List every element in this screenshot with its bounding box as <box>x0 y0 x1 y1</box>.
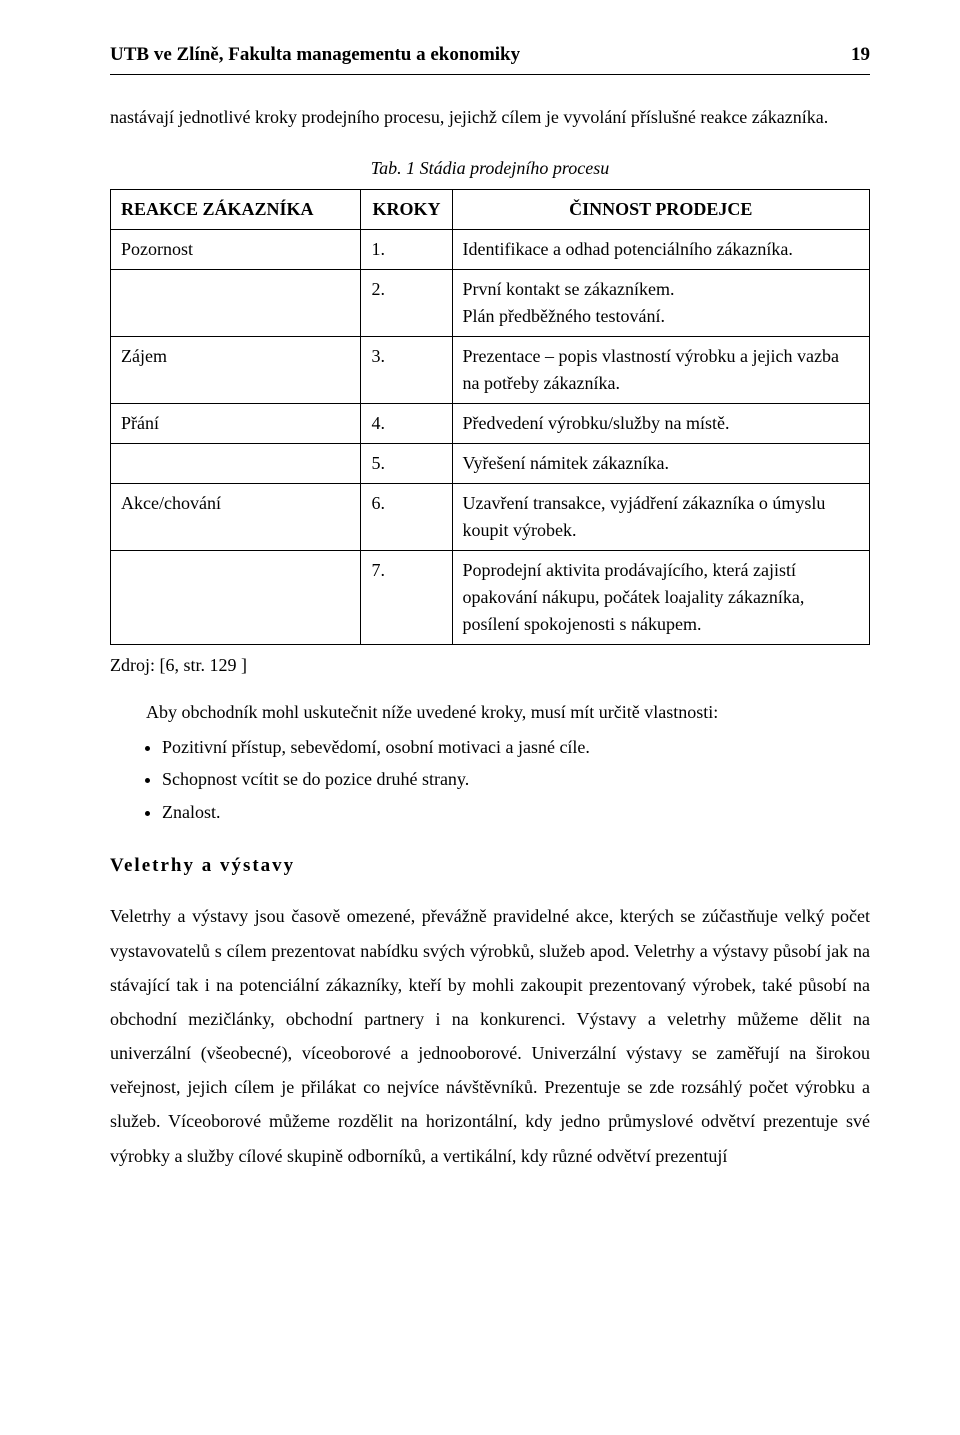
col-header-step: KROKY <box>361 189 452 229</box>
cell-step: 5. <box>361 443 452 483</box>
table-row: 2. První kontakt se zákazníkem.Plán před… <box>111 269 870 336</box>
table-row: Akce/chování 6. Uzavření transakce, vyjá… <box>111 483 870 550</box>
cell-reaction <box>111 269 361 336</box>
table-header-row: REAKCE ZÁKAZNÍKA KROKY ČINNOST PRODEJCE <box>111 189 870 229</box>
cell-activity: Prezentace – popis vlastností výrobku a … <box>452 336 869 403</box>
cell-step: 4. <box>361 403 452 443</box>
cell-activity: Uzavření transakce, vyjádření zákazníka … <box>452 483 869 550</box>
table-source: Zdroj: [6, str. 129 ] <box>110 651 870 680</box>
table-row: Přání 4. Předvedení výrobku/služby na mí… <box>111 403 870 443</box>
list-item: Znalost. <box>162 798 870 827</box>
cell-step: 2. <box>361 269 452 336</box>
cell-reaction <box>111 550 361 644</box>
cell-activity: Vyřešení námitek zákazníka. <box>452 443 869 483</box>
table-row: 5. Vyřešení námitek zákazníka. <box>111 443 870 483</box>
page: UTB ve Zlíně, Fakulta managementu a ekon… <box>0 0 960 1435</box>
table-row: Zájem 3. Prezentace – popis vlastností v… <box>111 336 870 403</box>
cell-step: 7. <box>361 550 452 644</box>
cell-activity: Identifikace a odhad potenciálního zákaz… <box>452 229 869 269</box>
body-paragraph: Veletrhy a výstavy jsou časově omezené, … <box>110 899 870 1173</box>
table-caption: Tab. 1 Stádia prodejního procesu <box>110 154 870 183</box>
intro-paragraph: nastávají jednotlivé kroky prodejního pr… <box>110 103 870 132</box>
col-header-activity: ČINNOST PRODEJCE <box>452 189 869 229</box>
table-row: Pozornost 1. Identifikace a odhad potenc… <box>111 229 870 269</box>
cell-step: 1. <box>361 229 452 269</box>
cell-reaction: Přání <box>111 403 361 443</box>
section-subhead: Veletrhy a výstavy <box>110 851 870 881</box>
list-item: Pozitivní přístup, sebevědomí, osobní mo… <box>162 733 870 762</box>
list-item: Schopnost vcítit se do pozice druhé stra… <box>162 765 870 794</box>
page-header: UTB ve Zlíně, Fakulta managementu a ekon… <box>110 40 870 75</box>
page-number: 19 <box>851 40 870 70</box>
col-header-reaction: REAKCE ZÁKAZNÍKA <box>111 189 361 229</box>
cell-activity: První kontakt se zákazníkem.Plán předběž… <box>452 269 869 336</box>
cell-reaction: Zájem <box>111 336 361 403</box>
traits-list: Pozitivní přístup, sebevědomí, osobní mo… <box>110 733 870 827</box>
header-left: UTB ve Zlíně, Fakulta managementu a ekon… <box>110 40 520 70</box>
sales-process-table: REAKCE ZÁKAZNÍKA KROKY ČINNOST PRODEJCE … <box>110 189 870 645</box>
cell-reaction <box>111 443 361 483</box>
cell-activity: Poprodejní aktivita prodávajícího, která… <box>452 550 869 644</box>
table-row: 7. Poprodejní aktivita prodávajícího, kt… <box>111 550 870 644</box>
cell-reaction: Akce/chování <box>111 483 361 550</box>
cell-reaction: Pozornost <box>111 229 361 269</box>
cell-step: 6. <box>361 483 452 550</box>
cell-step: 3. <box>361 336 452 403</box>
bullets-lead-in: Aby obchodník mohl uskutečnit níže uvede… <box>110 698 870 727</box>
cell-activity: Předvedení výrobku/služby na místě. <box>452 403 869 443</box>
